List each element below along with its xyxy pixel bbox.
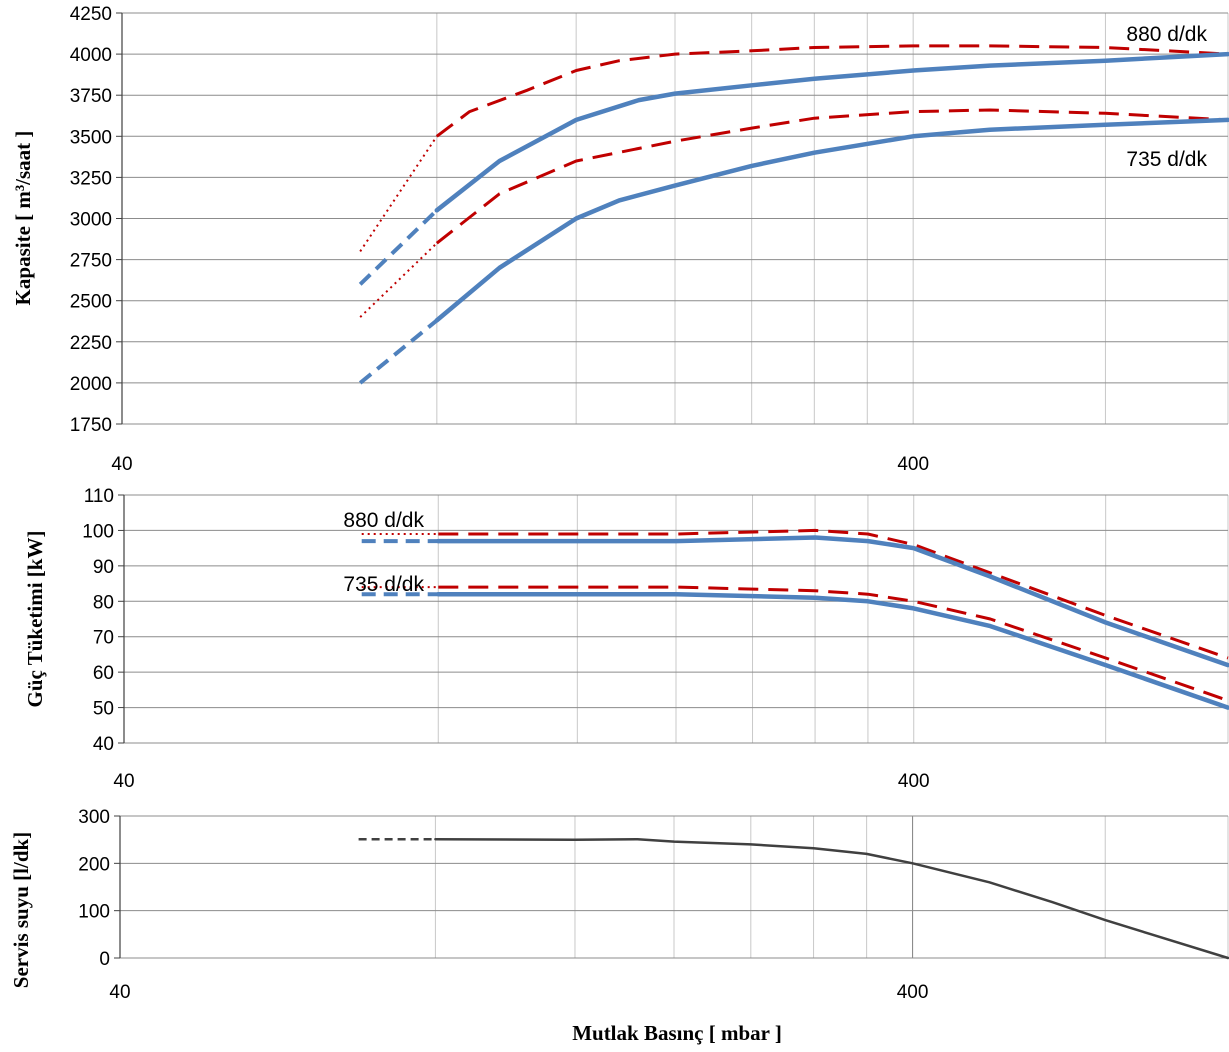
panel1-y-tick-label: 2750 xyxy=(70,251,112,272)
panel1-series-line-735-blue-dashed xyxy=(358,318,439,385)
panel1-x-tick-label: 40 xyxy=(111,454,132,475)
panel2-y-tick-label: 90 xyxy=(93,557,114,578)
panel2-x-tick-label: 40 xyxy=(113,771,134,792)
panel1-x-tick-label: 400 xyxy=(897,454,929,475)
panel2-y-tick-label: 110 xyxy=(84,486,114,507)
panel1-y-tick-label: 3750 xyxy=(70,86,112,107)
panel3-series-line-gray-solid xyxy=(434,837,1229,960)
panel2-y-tick-label: 60 xyxy=(93,663,114,684)
panel2-series-line-735-red-dashed xyxy=(438,585,1229,702)
panel3-x-axis-title: Mutlak Basınç [ mbar ] xyxy=(572,1021,782,1045)
panel1-series-line-880-blue-dashed xyxy=(358,208,439,286)
panel1-y-tick-label: 1750 xyxy=(70,415,112,436)
panel1-annotation: 735 d/dk xyxy=(1126,148,1207,171)
panel2-annotation: 735 d/dk xyxy=(343,573,424,596)
panel2-y-tick-label: 50 xyxy=(93,699,114,720)
panel3-x-tick-label: 40 xyxy=(109,982,130,1003)
panel1-annotation: 880 d/dk xyxy=(1126,23,1207,46)
panel2-y-tick-label: 100 xyxy=(82,521,114,542)
panel1-series-line-880-blue-solid xyxy=(434,51,1229,213)
panel1-series-line-735-red-dashed xyxy=(435,108,1229,245)
panel1-y-tick-label: 3000 xyxy=(70,210,112,231)
panel1-y-tick-label: 2500 xyxy=(70,292,112,313)
panel3-y-tick-label: 0 xyxy=(99,949,110,970)
panel1-y-tick-label: 2000 xyxy=(70,374,112,395)
panel2-series-line-735-blue-solid xyxy=(436,591,1229,710)
panel2-y-axis-title: Güç Tüketimi [kW] xyxy=(23,531,47,708)
panel3-y-tick-label: 200 xyxy=(78,854,110,875)
panel2-x-tick-label: 400 xyxy=(898,771,930,792)
panel3-y-axis-title: Servis suyu [l/dk] xyxy=(9,832,33,988)
panel3-y-tick-label: 100 xyxy=(78,902,110,923)
panel2-annotation: 880 d/dk xyxy=(343,509,424,532)
panel1-series-line-880-red-dotted xyxy=(359,135,438,252)
panel3-y-tick-label: 300 xyxy=(78,807,110,828)
panel2-y-tick-label: 70 xyxy=(93,628,114,649)
panel1-y-tick-label: 4000 xyxy=(70,45,112,66)
panel2-series-line-880-red-dashed xyxy=(438,528,1229,660)
panel1-series-line-735-red-dotted xyxy=(359,242,438,318)
panel2-y-tick-label: 40 xyxy=(93,734,114,755)
panel1-y-tick-label: 4250 xyxy=(70,4,112,25)
panel1-series-line-880-red-dashed xyxy=(435,44,1229,138)
panel1-series-line-735-blue-solid xyxy=(434,117,1229,323)
panel1-y-tick-label: 2250 xyxy=(70,333,112,354)
panel1-y-axis-title: Kapasite [ m³/saat ] xyxy=(11,131,35,306)
panel2-series-line-880-blue-solid xyxy=(436,535,1229,668)
panel3-x-tick-label: 400 xyxy=(897,982,929,1003)
panel1-y-tick-label: 3250 xyxy=(70,168,112,189)
panel1-y-tick-label: 3500 xyxy=(70,127,112,148)
panel2-y-tick-label: 80 xyxy=(93,592,114,613)
